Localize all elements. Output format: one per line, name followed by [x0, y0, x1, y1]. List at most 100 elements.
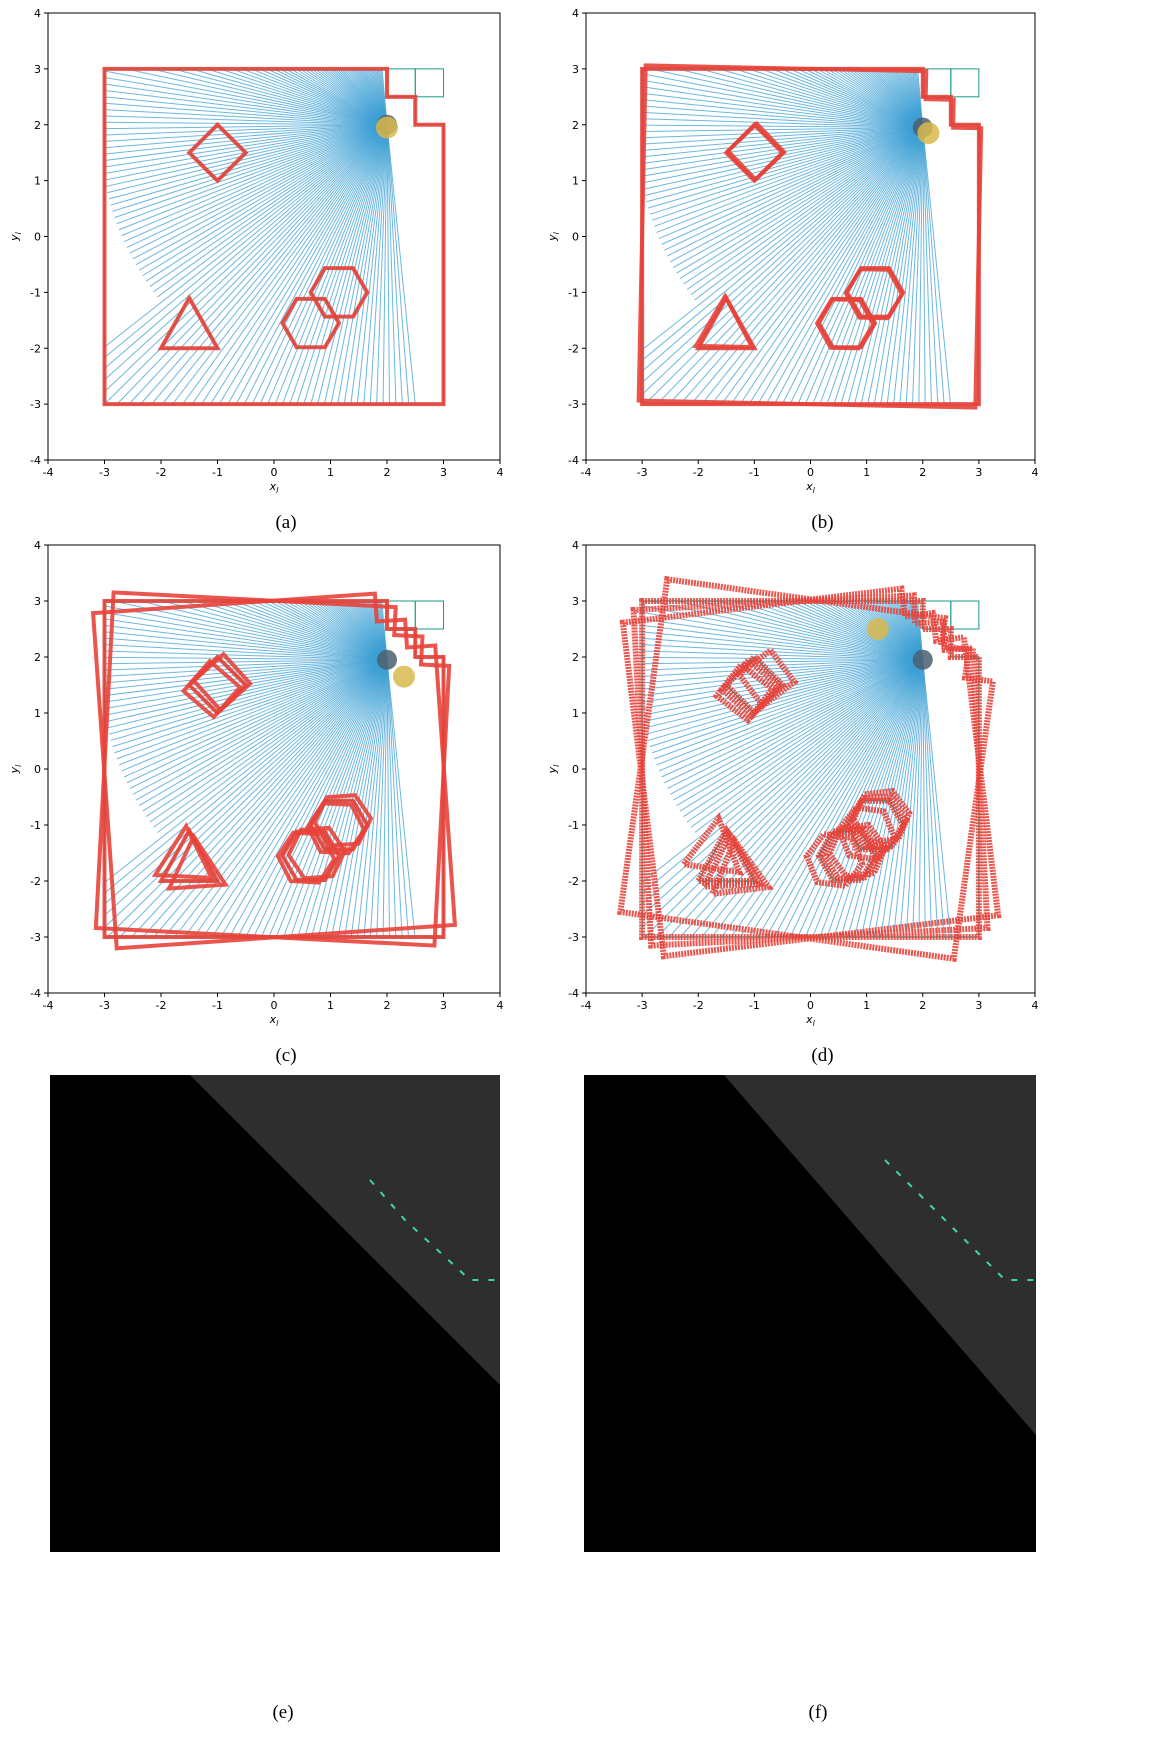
lidar-ray — [310, 124, 388, 405]
lidar-ray — [104, 124, 388, 369]
x-axis-label: xl — [805, 1013, 816, 1028]
lidar-ray — [654, 127, 923, 227]
y-tick-label: 4 — [34, 7, 41, 20]
y-tick-label: -3 — [30, 398, 41, 411]
lidar-ray — [880, 127, 924, 405]
point-cloud — [692, 292, 756, 350]
lidar-ray — [123, 659, 388, 778]
x-tick-label: -1 — [749, 466, 760, 479]
lidar-ray — [642, 99, 923, 129]
lidar-ray — [922, 659, 951, 938]
lidar-ray — [826, 127, 924, 405]
point-cloud — [93, 590, 452, 948]
lidar-ray — [780, 600, 923, 661]
lidar-ray — [386, 659, 403, 938]
lidar-ray — [118, 659, 388, 766]
x-tick-label: 2 — [919, 999, 926, 1012]
lidar-ray — [219, 68, 388, 126]
lidar-ray — [667, 659, 923, 790]
lidar-ray — [780, 68, 923, 129]
lidar-ray — [789, 659, 924, 938]
lidar-ray — [118, 124, 388, 231]
y-tick-label: 1 — [572, 707, 579, 720]
lidar-ray — [357, 659, 388, 938]
lidar-ray — [223, 600, 388, 661]
lidar-ray — [104, 659, 388, 894]
lidar-ray — [110, 659, 388, 741]
lidar-ray — [667, 127, 923, 257]
lidar-ray — [833, 127, 924, 405]
x-tick-label: 4 — [497, 999, 504, 1012]
lidar-ray — [149, 659, 388, 823]
x-axis-label-sub: l — [276, 486, 279, 495]
lidar-ray — [690, 127, 924, 405]
lidar-ray — [673, 659, 923, 801]
y-tick-label: -1 — [30, 819, 41, 832]
lidar-ray — [386, 124, 416, 405]
lidar-ray — [922, 659, 939, 938]
lidar-ray — [201, 124, 388, 405]
lidar-ray — [651, 127, 923, 221]
lidar-ray — [116, 659, 388, 760]
lidar-ray — [812, 127, 924, 405]
lidar-ray — [644, 127, 923, 197]
estimated-pose — [917, 122, 940, 145]
lidar-ray — [323, 124, 388, 405]
lidar-ray — [819, 127, 924, 405]
x-tick-label: 0 — [271, 999, 278, 1012]
x-axis-label-base: x — [269, 480, 277, 493]
lidar-ray — [244, 600, 388, 661]
lidar-ray — [132, 659, 388, 795]
image-region — [724, 1075, 1036, 1435]
y-axis-label-sub: l — [14, 764, 23, 767]
lidar-ray — [642, 111, 923, 129]
lidar-ray — [694, 127, 924, 301]
lidar-ray — [893, 127, 924, 405]
lidar-ray — [386, 659, 390, 938]
lidar-ray — [114, 659, 388, 754]
x-tick-label: -3 — [637, 466, 648, 479]
caption: (e) — [272, 1702, 293, 1723]
lidar-ray — [711, 127, 924, 405]
lidar-ray — [218, 124, 388, 405]
lidar-ray — [918, 659, 924, 938]
lidar-ray — [107, 659, 388, 729]
lidar-ray — [234, 600, 388, 661]
lidar-ray — [664, 659, 923, 784]
lidar-ray — [730, 659, 924, 938]
y-tick-label: 2 — [34, 119, 41, 132]
lidar-ray — [106, 659, 388, 938]
lidar-ray — [644, 659, 923, 729]
lidar-ray — [641, 127, 924, 395]
y-tick-label: -2 — [568, 875, 579, 888]
lidar-ray — [104, 644, 388, 661]
lidar-ray — [231, 68, 388, 126]
x-tick-label: -4 — [43, 466, 54, 479]
y-axis-label-sub: l — [552, 231, 561, 234]
x-axis-label-base: x — [805, 1013, 813, 1026]
y-tick-label: 0 — [34, 763, 41, 776]
y-axis-label-base: y — [8, 766, 21, 774]
y-tick-label: -2 — [30, 875, 41, 888]
lidar-ray — [191, 124, 388, 405]
lidar-ray — [330, 124, 388, 405]
lidar-ray — [253, 659, 388, 938]
lidar-ray — [771, 600, 923, 661]
lidar-ray — [131, 659, 388, 938]
lidar-ray — [104, 124, 388, 358]
lidar-ray — [337, 659, 388, 938]
x-tick-label: -1 — [749, 999, 760, 1012]
lidar-ray — [641, 127, 924, 351]
y-tick-label: -1 — [568, 819, 579, 832]
lidar-ray — [670, 127, 923, 263]
lidar-ray — [140, 124, 388, 405]
lidar-ray — [867, 659, 924, 938]
lidar-ray — [748, 68, 923, 129]
lidar-ray — [317, 124, 388, 405]
lidar-ray — [104, 109, 388, 126]
x-tick-label: 4 — [497, 466, 504, 479]
lidar-ray — [765, 127, 924, 405]
